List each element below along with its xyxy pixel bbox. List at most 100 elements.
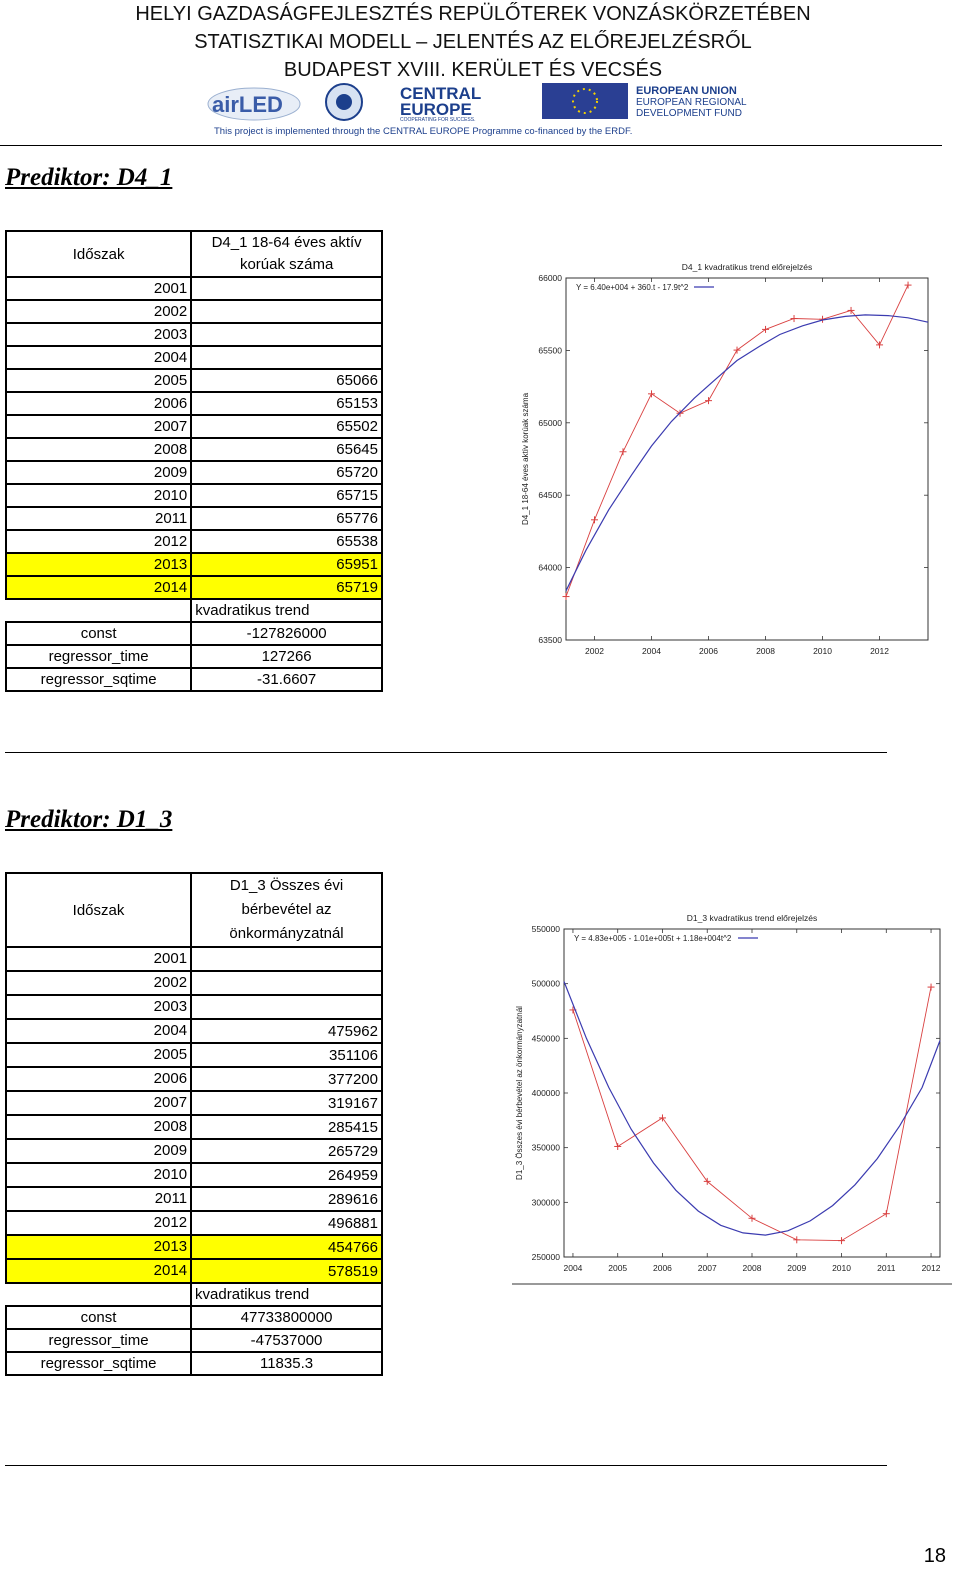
row-value: 454766	[190, 1234, 383, 1260]
data-point	[648, 390, 656, 398]
table-row: 2003	[4, 994, 383, 1020]
row-year: 2012	[4, 529, 193, 554]
row-year: 2010	[4, 1162, 193, 1188]
row-value: 65720	[190, 460, 383, 485]
row-value: 65715	[190, 483, 383, 508]
trend-curve	[565, 314, 929, 592]
airled-logo-text: airLED	[212, 92, 283, 117]
row-year: 2013	[4, 1234, 193, 1260]
section2-divider	[5, 1465, 887, 1466]
row-value: 285415	[190, 1114, 383, 1140]
table-row: 2002	[4, 299, 383, 324]
table-row: 2010 264959	[4, 1162, 383, 1188]
row-year: 2007	[4, 1090, 193, 1116]
table-row: 2009 265729	[4, 1138, 383, 1164]
table-row: 2014 578519	[4, 1258, 383, 1284]
eu-line-1: EUROPEAN UNION	[636, 85, 737, 97]
chart-d4-1: D4_1 kvadratikus trend előrejelzés D4_1 1…	[521, 262, 929, 656]
trend-curve	[563, 981, 941, 1236]
coefficient-value: 47733800000	[190, 1305, 383, 1330]
y-axis-label: D1_3 Összes évi bérbevétel az önkormányz…	[515, 1006, 524, 1180]
coefficient-name: const	[4, 1305, 193, 1330]
row-year: 2005	[4, 1042, 193, 1068]
table1-value-header: D4_1 18-64 éves aktív korúak száma	[190, 230, 383, 278]
y-tick-label: 64000	[538, 563, 562, 573]
row-value: 65951	[190, 552, 383, 577]
row-value	[190, 299, 383, 324]
table1-period-header: Időszak	[4, 230, 193, 278]
table-row: 2005 351106	[4, 1042, 383, 1068]
row-year: 2008	[4, 437, 193, 462]
partner-logos: airLED CENTRAL EUROPE COOPERATING FOR SU…	[207, 83, 760, 137]
eu-line-3: DEVELOPMENT FUND	[636, 108, 742, 119]
x-tick-label: 2010	[813, 646, 832, 656]
y-axis-label: D4_1 18-64 éves aktív korúak száma	[521, 392, 530, 525]
y-tick-label: 400000	[532, 1088, 561, 1098]
coefficient-value: 127266	[190, 644, 383, 669]
data-point	[619, 448, 627, 456]
table-row: 2008 65645	[4, 437, 383, 462]
x-tick-label: 2004	[642, 646, 661, 656]
coefficient-value: -47537000	[190, 1328, 383, 1353]
data-point	[705, 397, 713, 405]
row-value	[190, 276, 383, 301]
row-year: 2004	[4, 345, 193, 370]
data-point	[904, 281, 912, 289]
row-year: 2011	[4, 1186, 193, 1212]
x-tick-label: 2004	[563, 1263, 582, 1273]
y-tick-label: 66000	[538, 273, 562, 283]
row-value	[190, 970, 383, 996]
table-row: 2009 65720	[4, 460, 383, 485]
coefficient-name: regressor_sqtime	[4, 667, 193, 692]
row-year: 2012	[4, 1210, 193, 1236]
table-row: 2001	[4, 946, 383, 972]
data-point	[790, 315, 798, 323]
coefficient-value: -127826000	[190, 621, 383, 646]
row-year: 2007	[4, 414, 193, 439]
x-tick-label: 2011	[877, 1263, 896, 1273]
row-value: 264959	[190, 1162, 383, 1188]
data-point	[703, 1177, 711, 1185]
x-tick-label: 2007	[698, 1263, 717, 1273]
table2-value-header-line3: önkormányzatnál	[229, 925, 344, 942]
table-row: 2004	[4, 345, 383, 370]
data-point	[793, 1236, 801, 1244]
x-tick-label: 2005	[608, 1263, 627, 1273]
row-year: 2014	[4, 1258, 193, 1284]
data-point	[927, 983, 935, 991]
section2-table: Időszak D1_3 Összes évi bérbevétel az ön…	[4, 872, 383, 1376]
coefficient-row: const 47733800000	[4, 1305, 383, 1330]
row-year: 2011	[4, 506, 193, 531]
page-number: 18	[923, 1545, 946, 1567]
row-value: 265729	[190, 1138, 383, 1164]
header-line-2: STATISZTIKAI MODELL – JELENTÉS AZ ELŐREJ…	[194, 31, 752, 53]
table-row: 2008 285415	[4, 1114, 383, 1140]
row-value: 319167	[190, 1090, 383, 1116]
x-tick-label: 2008	[756, 646, 775, 656]
table-row: 2006 65153	[4, 391, 383, 416]
chart-title: D4_1 kvadratikus trend előrejelzés	[682, 262, 812, 272]
row-year: 2001	[4, 276, 193, 301]
legend-text: Y = 6.40e+004 + 360.t - 17.9t^2	[576, 283, 689, 292]
airled-logo: airLED	[207, 87, 301, 121]
row-value	[190, 345, 383, 370]
row-year: 2010	[4, 483, 193, 508]
x-tick-label: 2002	[585, 646, 604, 656]
table2-value-header-line2: bérbevétel az	[241, 901, 332, 918]
row-value	[190, 322, 383, 347]
section2-title: Prediktor: D1_3	[5, 806, 173, 833]
y-tick-label: 550000	[532, 924, 561, 934]
table-row: 2012 496881	[4, 1210, 383, 1236]
row-year: 2009	[4, 460, 193, 485]
table-row: 2002	[4, 970, 383, 996]
trend-label: kvadratikus trend	[190, 1282, 383, 1307]
table-row: 2011 65776	[4, 506, 383, 531]
central-logo-text: CENTRAL	[400, 84, 481, 103]
y-tick-label: 500000	[532, 979, 561, 989]
row-value: 351106	[190, 1042, 383, 1068]
data-point	[762, 325, 770, 333]
eu-logo: EUROPEAN UNION EUROPEAN REGIONAL DEVELOP…	[542, 83, 760, 119]
row-value: 289616	[190, 1186, 383, 1212]
x-tick-label: 2009	[787, 1263, 806, 1273]
data-point	[733, 346, 741, 354]
